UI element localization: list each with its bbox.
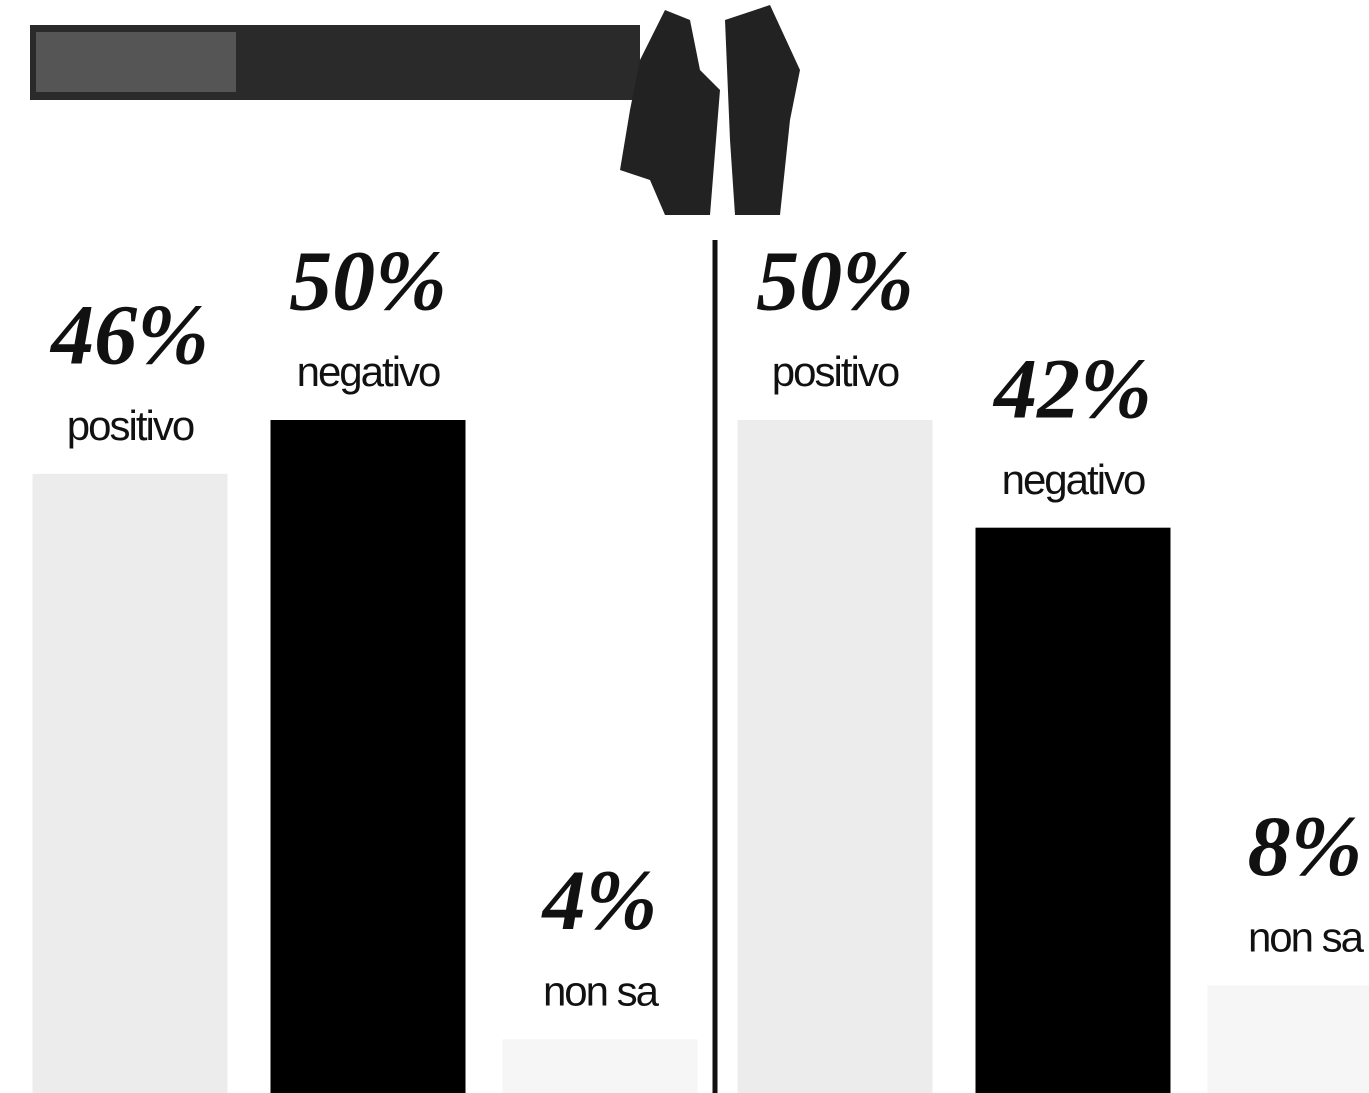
bar xyxy=(1208,985,1369,1093)
bar xyxy=(503,1039,698,1093)
value-label: 8% xyxy=(1248,798,1363,894)
page: 46% positivo 50% negativo 4% non sa 50% positiv… xyxy=(0,0,1369,1093)
category-label: positivo xyxy=(772,348,899,395)
category-label: non sa xyxy=(1248,913,1365,960)
value-label: 4% xyxy=(541,852,658,948)
category-label: positivo xyxy=(67,402,194,449)
value-label: 50% xyxy=(756,233,914,329)
value-label: 42% xyxy=(992,340,1152,436)
bar xyxy=(976,528,1171,1093)
category-label: negativo xyxy=(297,348,440,395)
value-label: 46% xyxy=(49,287,209,383)
category-label: negativo xyxy=(1002,456,1145,503)
bar xyxy=(33,474,228,1093)
bar xyxy=(271,420,466,1093)
bar xyxy=(738,420,933,1093)
category-label: non sa xyxy=(543,967,660,1014)
value-label: 50% xyxy=(289,233,447,329)
chart: 46% positivo 50% negativo 4% non sa 50% positiv… xyxy=(0,0,1369,1093)
header-logo xyxy=(30,5,800,215)
